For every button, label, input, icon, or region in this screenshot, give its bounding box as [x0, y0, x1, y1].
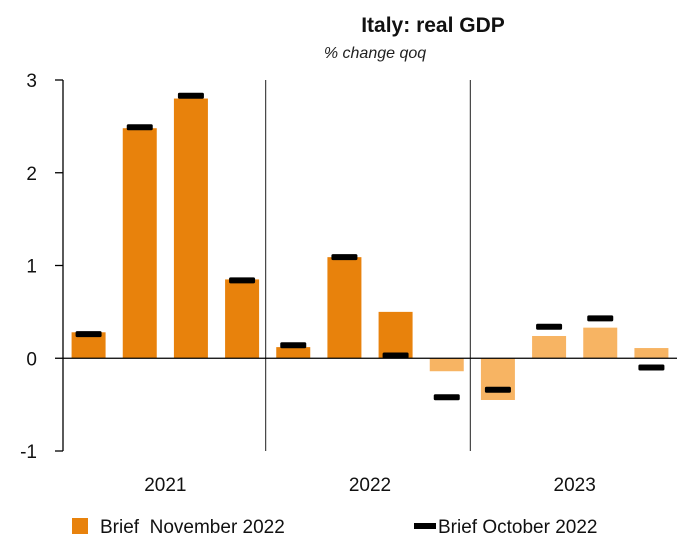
marker-2022-Q1	[280, 342, 307, 349]
marker-2021-Q3	[177, 92, 204, 99]
marker-2023-Q2	[536, 323, 563, 330]
marker-2021-Q1	[75, 331, 102, 338]
bar-2023-Q2	[532, 335, 567, 359]
marker-2021-Q4	[229, 277, 256, 284]
bar-2021-Q4	[225, 279, 260, 359]
bar-2021-Q2	[122, 128, 157, 359]
y-axis: 3 2 1 0 -1	[20, 71, 64, 463]
bar-2023-Q4	[634, 348, 669, 359]
marker-2023-Q1	[484, 386, 511, 393]
legend-label-november: Brief November 2022	[100, 517, 285, 538]
marker-2022-Q4	[433, 394, 460, 401]
marker-2022-Q3	[382, 352, 409, 359]
legend-swatch-november	[72, 518, 88, 534]
y-tick-label: 1	[26, 257, 37, 278]
markers-october	[75, 92, 665, 401]
bar-2022-Q1	[276, 347, 311, 359]
y-tick-label: 3	[26, 71, 37, 92]
marker-2023-Q3	[587, 315, 614, 322]
chart-title: Italy: real GDP	[361, 14, 505, 37]
y-tick-label: 0	[26, 349, 37, 370]
bar-2023-Q3	[583, 327, 618, 359]
marker-2023-Q4	[638, 364, 665, 371]
bar-2022-Q2	[327, 257, 362, 359]
y-tick-label: -1	[20, 442, 37, 463]
legend: Brief November 2022 Brief October 2022	[72, 517, 597, 538]
year-labels: 2021 2022 2023	[144, 475, 596, 496]
bar-2021-Q3	[173, 98, 208, 359]
marker-2022-Q2	[331, 254, 358, 261]
legend-label-october: Brief October 2022	[438, 517, 597, 538]
bar-2022-Q4	[429, 358, 464, 372]
chart-subtitle: % change qoq	[324, 45, 426, 62]
legend-swatch-october	[414, 523, 436, 529]
year-label: 2021	[144, 475, 186, 496]
marker-2021-Q2	[126, 124, 153, 131]
year-label: 2022	[349, 475, 391, 496]
bars-november	[71, 98, 669, 400]
y-tick-label: 2	[26, 164, 37, 185]
bar-2022-Q3	[378, 311, 413, 359]
year-label: 2023	[554, 475, 596, 496]
bar-2023-Q1	[480, 358, 515, 400]
year-dividers	[265, 80, 471, 451]
